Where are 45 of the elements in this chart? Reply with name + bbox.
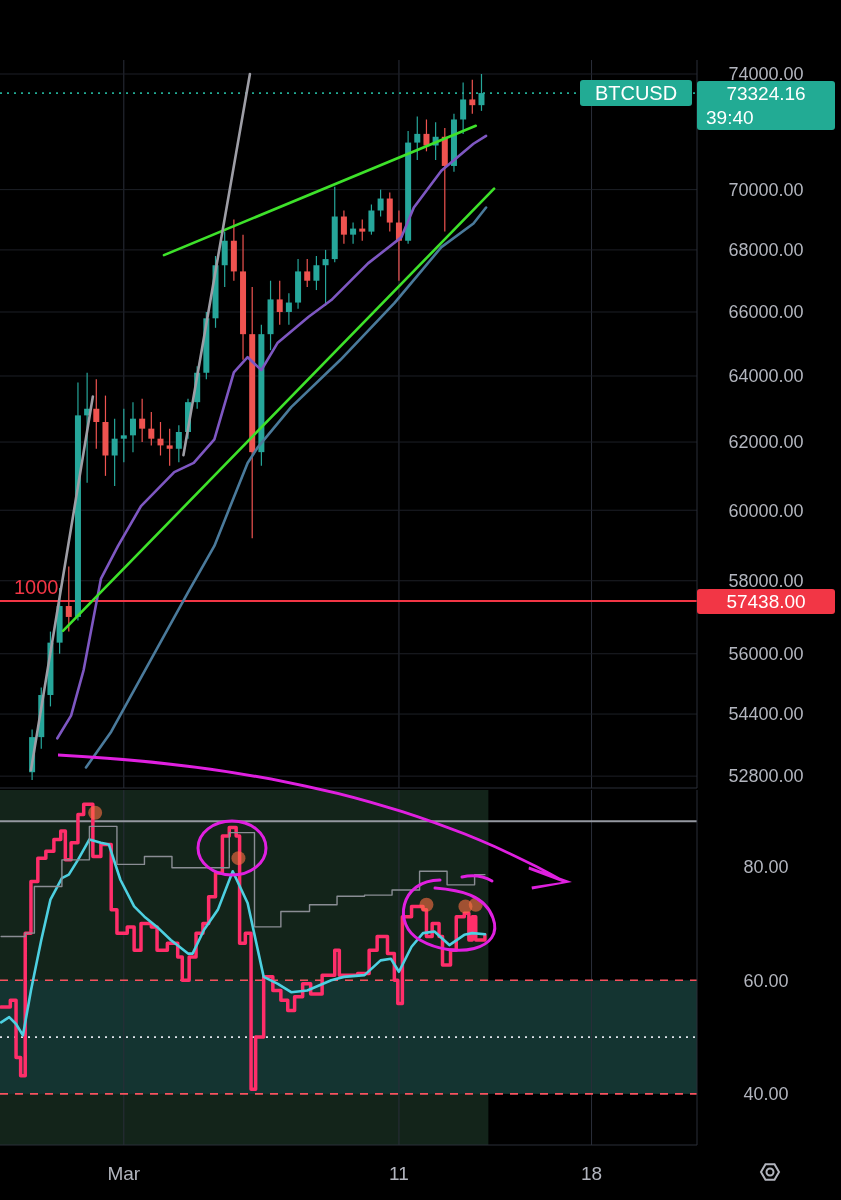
ref-line-label: 73324.16 [726,82,806,104]
y-tick-label: 58000.00 [728,571,804,592]
candlestick [350,221,357,245]
candlestick [460,81,467,135]
candlestick [304,258,311,288]
y-tick-label: 74000.00 [728,64,804,85]
candlestick [65,565,72,633]
candlestick [276,280,283,326]
candlestick [423,118,430,152]
y-tick-label: 60.00 [743,970,789,991]
y-tick-label: 62000.00 [728,432,804,453]
y-tick-label: 40.00 [743,1084,789,1105]
y-tick-label: 60000.00 [728,500,804,521]
candlestick [111,418,118,487]
candlestick [175,424,182,463]
y-tick-label: 70000.00 [728,179,804,200]
ref-line-label: 57438.00 [726,590,806,612]
annotation: BTCUSD [594,82,678,105]
x-tick-label: 11 [389,1163,409,1184]
x-tick-label: Mar [107,1163,141,1184]
candlestick [359,218,366,242]
annotation: 1000 [14,576,59,599]
candlestick [377,189,384,218]
x-tick-label: 18 [580,1163,603,1184]
y-tick-label: 68000.00 [728,240,804,261]
y-tick-label: 80.00 [743,856,789,877]
text: 39:40 [706,106,754,128]
candlestick [313,255,320,291]
candlestick [148,411,155,446]
y-tick-label: 64000.00 [728,366,804,387]
candlestick [285,292,292,326]
y-tick-label: 54400.00 [728,704,804,725]
candlestick [166,428,173,467]
candlestick [93,378,100,450]
candlestick [414,116,421,161]
candlestick [340,209,347,245]
y-tick-label: 52800.00 [728,766,804,787]
y-tick-label: 66000.00 [728,302,804,323]
candlestick [469,79,476,115]
candlestick [368,203,375,236]
candlestick [157,421,164,457]
candlestick [129,401,136,453]
y-tick-label: 56000.00 [728,644,804,665]
candlestick [139,398,146,443]
candlestick [120,408,127,463]
